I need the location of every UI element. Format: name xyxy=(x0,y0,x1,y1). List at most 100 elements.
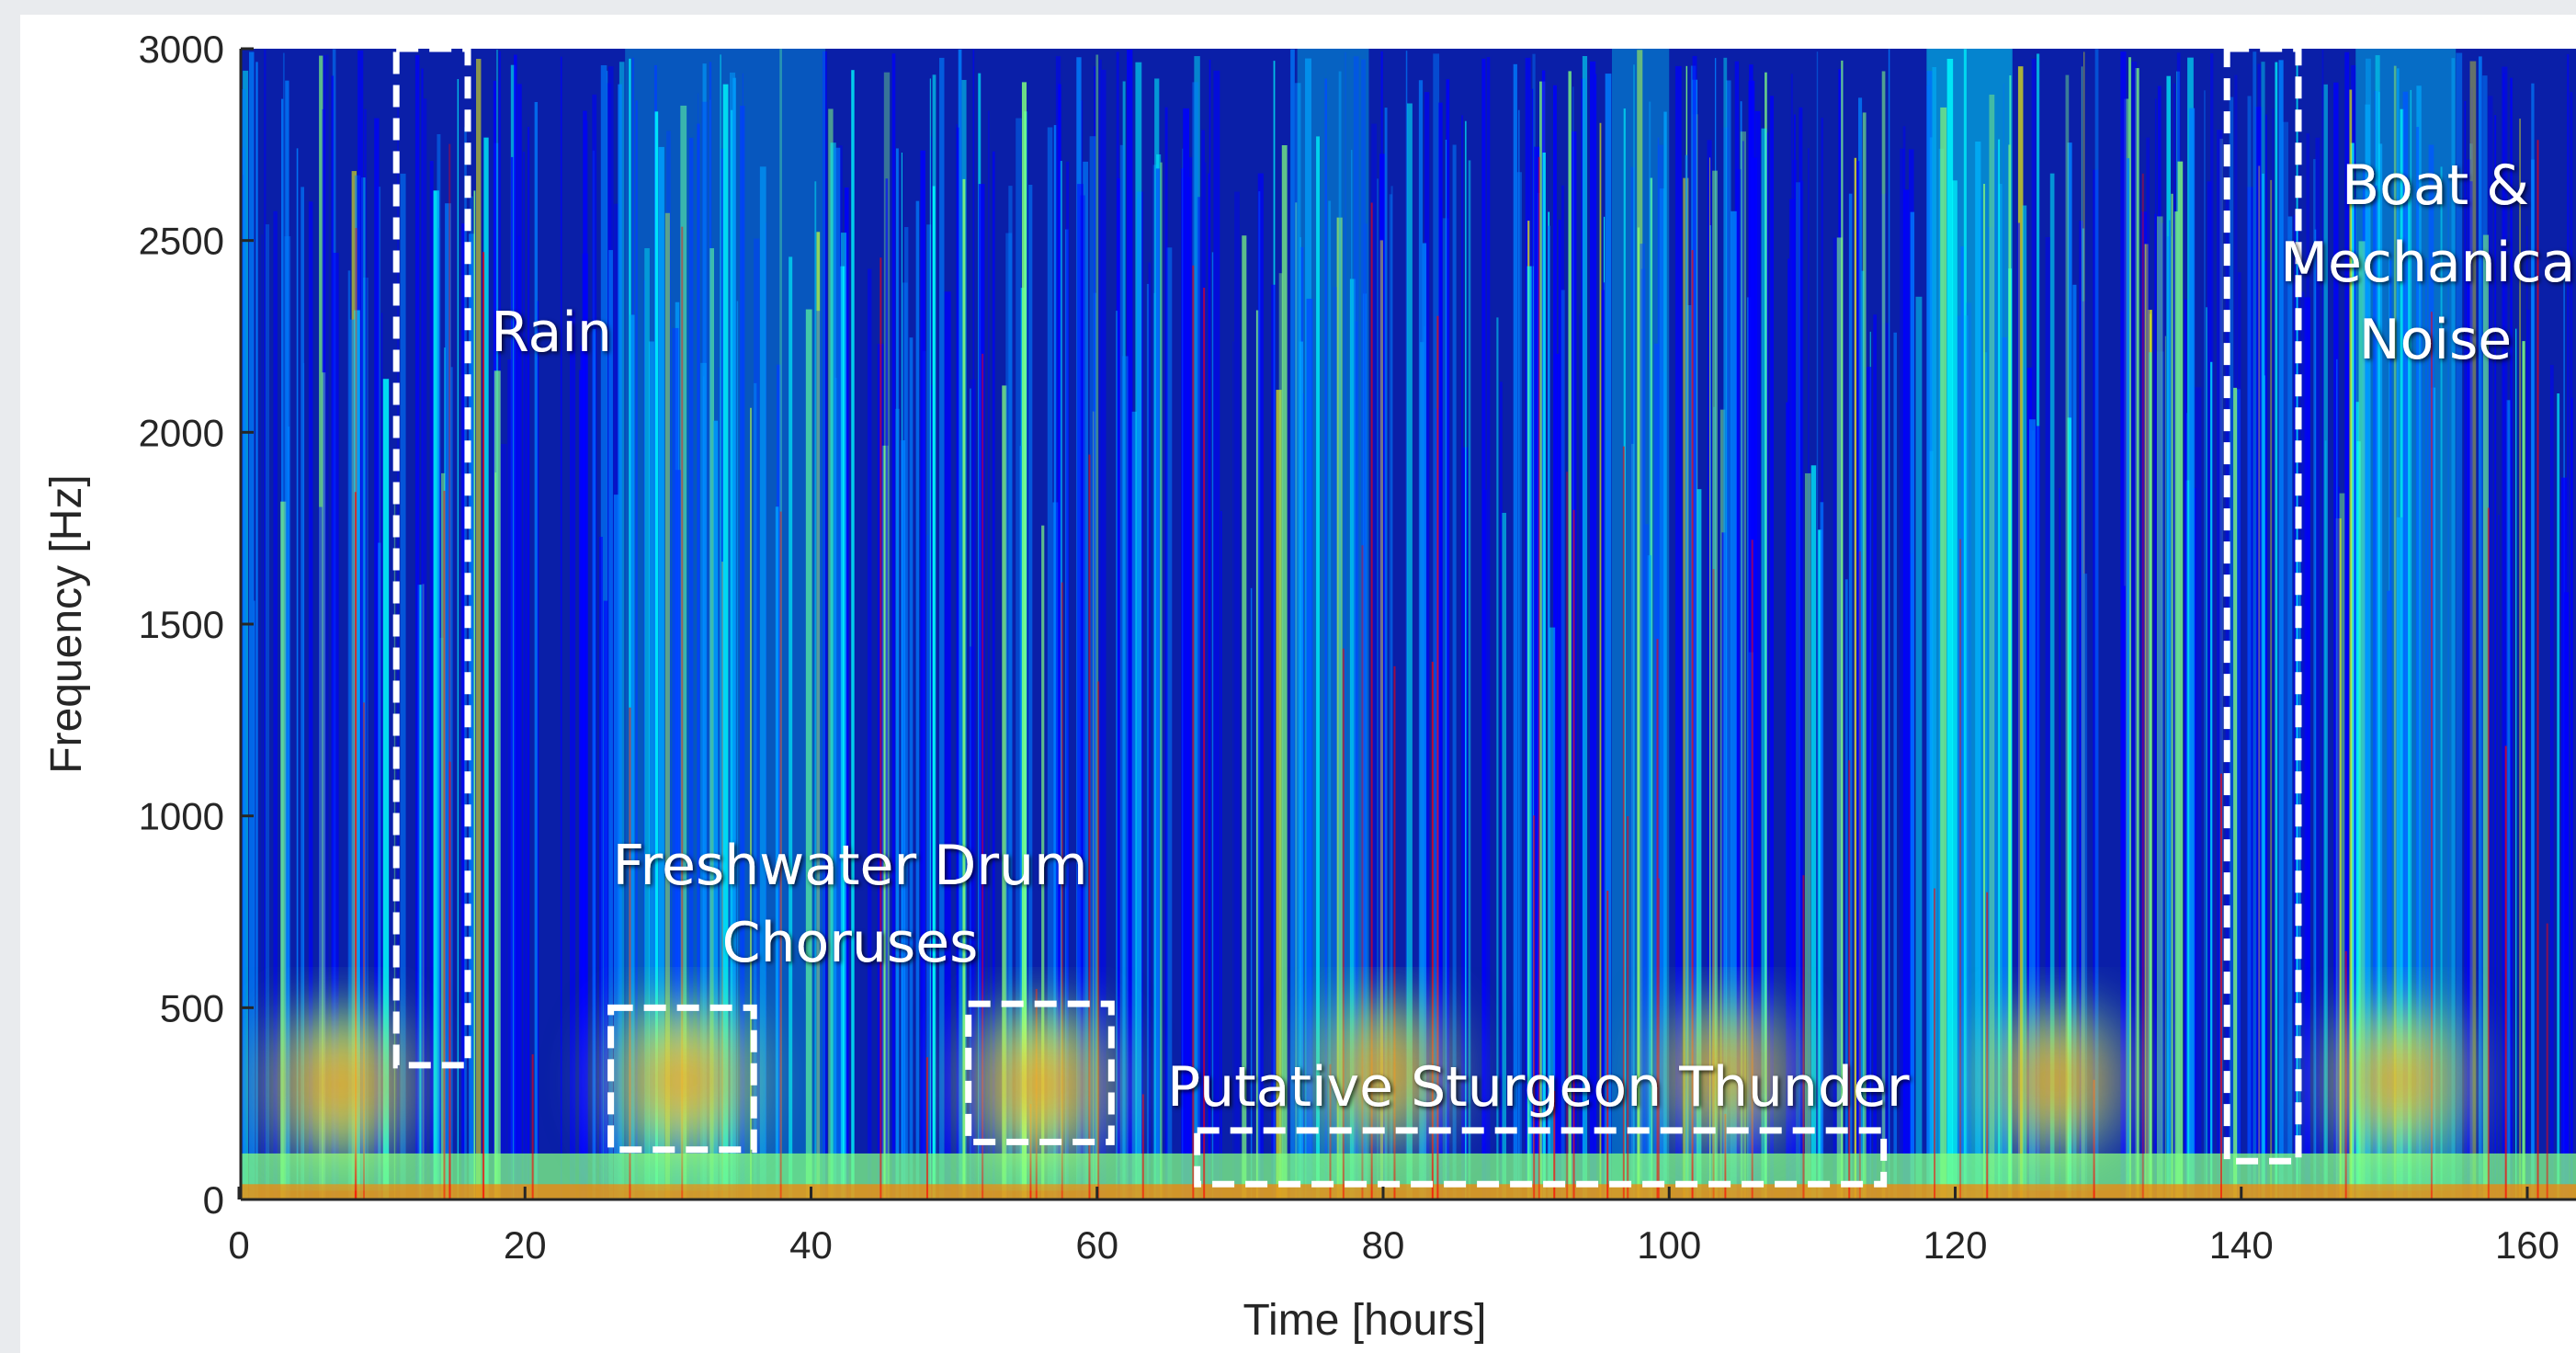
spectrogram-stripe xyxy=(1445,140,1447,1200)
spectrogram-stripe xyxy=(2177,161,2184,1200)
spectrogram-stripe xyxy=(672,327,679,1200)
annotation-label: Mechanical xyxy=(2280,231,2576,295)
spectrogram-stripe xyxy=(2184,299,2187,1200)
spectrogram-stripe xyxy=(301,187,305,1200)
spectrogram-stripe xyxy=(1302,392,1305,1200)
spectrogram-stripe xyxy=(1685,154,1688,1200)
spectrogram-stripe xyxy=(834,147,841,1200)
spectrogram-stripe xyxy=(514,54,517,1200)
spectrogram-stripe xyxy=(635,100,638,1200)
spectrogram-stripe xyxy=(2022,205,2027,1200)
spectrogram-stripe xyxy=(1915,296,1923,1200)
spectrogram-stripe xyxy=(1299,341,1303,1200)
spectrogram-stripe xyxy=(1002,385,1007,1200)
spectrogram-red-stripe xyxy=(2487,507,2490,1200)
spectrogram-stripe xyxy=(1640,244,1646,1200)
spectrogram-stripe xyxy=(1730,210,1737,1200)
spectrogram-stripe xyxy=(1146,283,1150,1200)
figure-top-border xyxy=(0,0,2576,15)
spectrogram-stripe xyxy=(1181,168,1185,1200)
spectrogram-stripe xyxy=(1208,173,1210,1200)
spectrogram-stripe xyxy=(779,49,782,1200)
spectrogram-red-stripe xyxy=(1658,878,1661,1200)
spectrogram-stripe xyxy=(2278,60,2284,1200)
chorus-peak xyxy=(2376,1062,2421,1099)
spectrogram-stripe xyxy=(1452,144,1457,1200)
spectrogram-stripe xyxy=(1910,211,1915,1200)
spectrogram-stripe xyxy=(1220,510,1222,1200)
x-tick-label: 120 xyxy=(1923,1223,1987,1267)
spectrogram-stripe xyxy=(1975,142,1981,1200)
spectrogram-stripe xyxy=(1500,381,1503,1200)
spectrogram-stripe xyxy=(828,108,834,1200)
spectrogram-stripe xyxy=(1952,180,1958,1200)
spectrogram-stripe xyxy=(1844,579,1848,1200)
spectrogram-stripe xyxy=(1377,178,1379,1200)
spectrogram-stripe xyxy=(1532,53,1536,1200)
spectrogram-stripe xyxy=(2238,272,2241,1200)
spectrogram-stripe xyxy=(1389,194,1393,1200)
spectrogram-stripe xyxy=(939,57,945,1200)
spectrogram-stripe xyxy=(2079,221,2083,1200)
spectrogram-stripe xyxy=(1461,115,1464,1200)
spectrogram-stripe xyxy=(1708,157,1711,1200)
spectrogram-stripe xyxy=(1255,310,1259,1200)
spectrogram-stripe xyxy=(1998,139,2001,1200)
spectrogram-stripe xyxy=(2531,83,2535,1200)
annotation-box xyxy=(392,49,471,1069)
spectrogram-stripe xyxy=(2164,335,2166,1200)
spectrogram-stripe xyxy=(423,98,427,1200)
spectrogram-stripe xyxy=(264,49,267,1200)
spectrogram-stripe xyxy=(1355,321,1358,1200)
spectrogram-red-stripe xyxy=(1606,891,1609,1200)
spectrogram-stripe xyxy=(1841,60,1844,1200)
spectrogram-stripe xyxy=(961,79,967,1200)
spectrogram-stripe xyxy=(1873,314,1878,1200)
spectrogram-red-stripe xyxy=(354,492,357,1200)
spectrogram-stripe xyxy=(1932,66,1936,1200)
spectrogram-red-stripe xyxy=(1934,888,1936,1200)
spectrogram-stripe xyxy=(664,212,670,1200)
spectrogram-stripe xyxy=(2124,98,2129,1200)
spectrogram-red-stripe xyxy=(1572,509,1575,1200)
spectrogram-stripe xyxy=(2338,486,2340,1200)
spectrogram-stripe xyxy=(1647,555,1651,1200)
spectrogram-red-stripe xyxy=(1436,315,1439,1200)
spectrogram-stripe xyxy=(2482,234,2490,1200)
spectrogram-stripe xyxy=(697,123,700,1200)
spectrogram-red-stripe xyxy=(363,702,366,1200)
spectrogram-stripe xyxy=(2570,92,2573,1200)
spectrogram-stripe xyxy=(254,600,255,1200)
spectrogram-red-stripe xyxy=(1203,287,1206,1200)
spectrogram-stripe xyxy=(2314,229,2317,1200)
spectrogram-stripe xyxy=(2083,574,2088,1200)
spectrogram-stripe xyxy=(2506,400,2511,1200)
spectrogram-stripe xyxy=(1867,367,1872,1200)
spectrogram-stripe xyxy=(1135,62,1142,1200)
spectrogram-stripe xyxy=(844,187,849,1200)
spectrogram-red-stripe xyxy=(1802,875,1805,1200)
annotation-box xyxy=(1194,1127,1888,1188)
spectrogram-stripe xyxy=(2127,158,2130,1200)
spectrogram-red-stripe xyxy=(1622,446,1625,1200)
spectrogram-stripe xyxy=(1306,298,1313,1200)
spectrogram-stripe xyxy=(958,49,962,1200)
spectrogram-stripe xyxy=(2304,297,2311,1200)
chorus-peak xyxy=(660,1062,705,1099)
spectrogram-stripe xyxy=(1926,71,1933,1200)
spectrogram-stripe xyxy=(1740,131,1746,1200)
spectrogram-stripe xyxy=(2219,138,2223,1200)
x-tick-label: 80 xyxy=(1362,1223,1405,1267)
spectrogram-stripe xyxy=(429,161,434,1200)
spectrogram-stripe xyxy=(1058,84,1061,1200)
spectrogram-red-stripe xyxy=(2430,312,2433,1200)
spectrogram-red-stripe xyxy=(355,227,357,1200)
spectrogram-stripe xyxy=(2072,284,2077,1200)
spectrogram-stripe xyxy=(599,537,603,1200)
spectrogram-stripe xyxy=(1861,270,1865,1200)
spectrogram-stripe xyxy=(483,137,489,1200)
spectrogram-stripe xyxy=(1658,144,1663,1200)
spectrogram-stripe xyxy=(347,270,351,1200)
spectrogram-stripe xyxy=(1209,59,1211,1200)
spectrogram-stripe xyxy=(2194,488,2196,1200)
